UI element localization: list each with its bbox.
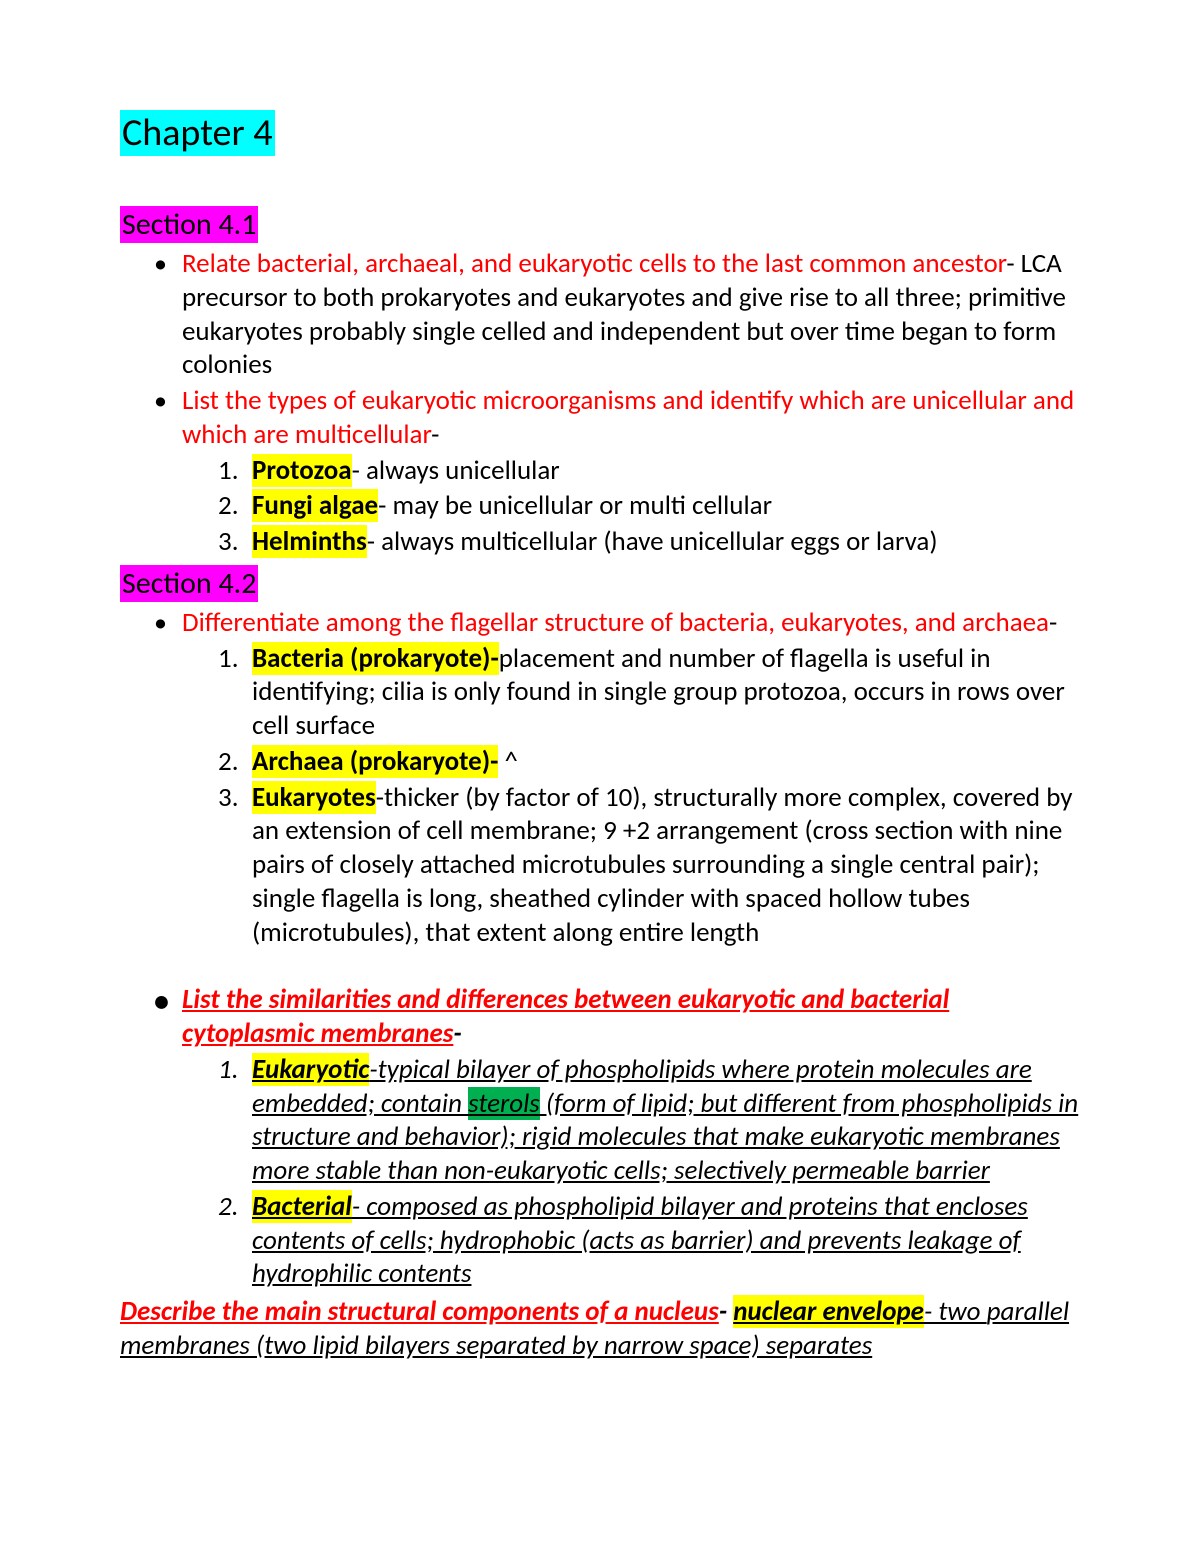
footer-dash: - <box>719 1295 733 1328</box>
microorganism-list: Protozoa- always unicellular Fungi algae… <box>182 454 1080 559</box>
section-41-bullets: Relate bacterial, archaeal, and eukaryot… <box>120 247 1080 559</box>
item-archaea: Archaea (prokaryote)- ^ <box>252 745 1080 779</box>
rest-fungi-algae: - may be unicellular or multi cellular <box>378 489 772 522</box>
term-euk-membrane: Eukaryotic <box>252 1053 369 1086</box>
chapter-title-text: Chapter 4 <box>120 110 275 156</box>
document-page: Chapter 4 Section 4.1 Relate bacterial, … <box>0 0 1200 1553</box>
item-bacteria: Bacteria (prokaryote)-placement and numb… <box>252 642 1080 743</box>
item-eukaryotes: Eukaryotes-thicker (by factor of 10), st… <box>252 781 1080 950</box>
term-bact-membrane: Bacterial <box>252 1190 352 1223</box>
section-42-bullets: Differentiate among the flagellar struct… <box>120 606 1080 950</box>
rest-helminths: - always multicellular (have unicellular… <box>367 525 938 558</box>
rest-eukaryotes: -thicker (by factor of 10), structurally… <box>252 781 1073 949</box>
footer-paragraph: Describe the main structural components … <box>120 1295 1080 1363</box>
term-eukaryotes: Eukaryotes <box>252 781 376 814</box>
bullet-microorganisms-dash: - <box>431 418 439 451</box>
bullet-membranes: List the similarities and differences be… <box>182 983 1080 1291</box>
rest-bact-membrane: - composed as phospholipid bilayer and p… <box>252 1190 1028 1291</box>
term-archaea: Archaea (prokaryote)- <box>252 745 498 778</box>
footer-rest1: - two <box>924 1295 987 1328</box>
spacer <box>120 953 1080 983</box>
term-helminths: Helminths <box>252 525 367 558</box>
bullet-membranes-dash: - <box>453 1017 461 1050</box>
bullet-microorganisms: List the types of eukaryotic microorgani… <box>182 384 1080 559</box>
bullet-flagellar-dash: - <box>1049 606 1057 639</box>
section-42-bullets-2: List the similarities and differences be… <box>120 983 1080 1291</box>
bullet-flagellar-head: Differentiate among the flagellar struct… <box>182 606 1049 639</box>
item-fungi-algae: Fungi algae- may be unicellular or multi… <box>252 489 1080 523</box>
bullet-microorganisms-head: List the types of eukaryotic microorgani… <box>182 384 1074 451</box>
section-42-title: Section 4.2 <box>120 563 1080 606</box>
item-helminths: Helminths- always multicellular (have un… <box>252 525 1080 559</box>
flagellar-list: Bacteria (prokaryote)-placement and numb… <box>182 642 1080 950</box>
footer-envelope: nuclear envelope <box>733 1295 924 1328</box>
bullet-membranes-head: List the similarities and differences be… <box>182 983 949 1050</box>
bullet-lca-head: Relate bacterial, archaeal, and eukaryot… <box>182 247 1006 280</box>
item-euk-membrane: Eukaryotic-typical bilayer of phospholip… <box>252 1053 1080 1188</box>
item-protozoa: Protozoa- always unicellular <box>252 454 1080 488</box>
chapter-title: Chapter 4 <box>120 110 1080 204</box>
rest-protozoa: - always unicellular <box>352 454 560 487</box>
term-fungi-algae: Fungi algae <box>252 489 378 522</box>
section-42-title-text: Section 4.2 <box>120 565 258 602</box>
section-41-title-text: Section 4.1 <box>120 206 258 243</box>
bullet-flagellar: Differentiate among the flagellar struct… <box>182 606 1080 950</box>
membrane-list: Eukaryotic-typical bilayer of phospholip… <box>182 1053 1080 1291</box>
footer-head: Describe the main structural components … <box>120 1295 719 1328</box>
term-sterols: sterols <box>468 1087 540 1120</box>
rest-archaea: ^ <box>498 745 518 778</box>
term-bacteria: Bacteria (prokaryote)- <box>252 642 499 675</box>
bullet-lca: Relate bacterial, archaeal, and eukaryot… <box>182 247 1080 382</box>
section-41-title: Section 4.1 <box>120 204 1080 247</box>
term-protozoa: Protozoa <box>252 454 352 487</box>
item-bact-membrane: Bacterial- composed as phospholipid bila… <box>252 1190 1080 1291</box>
